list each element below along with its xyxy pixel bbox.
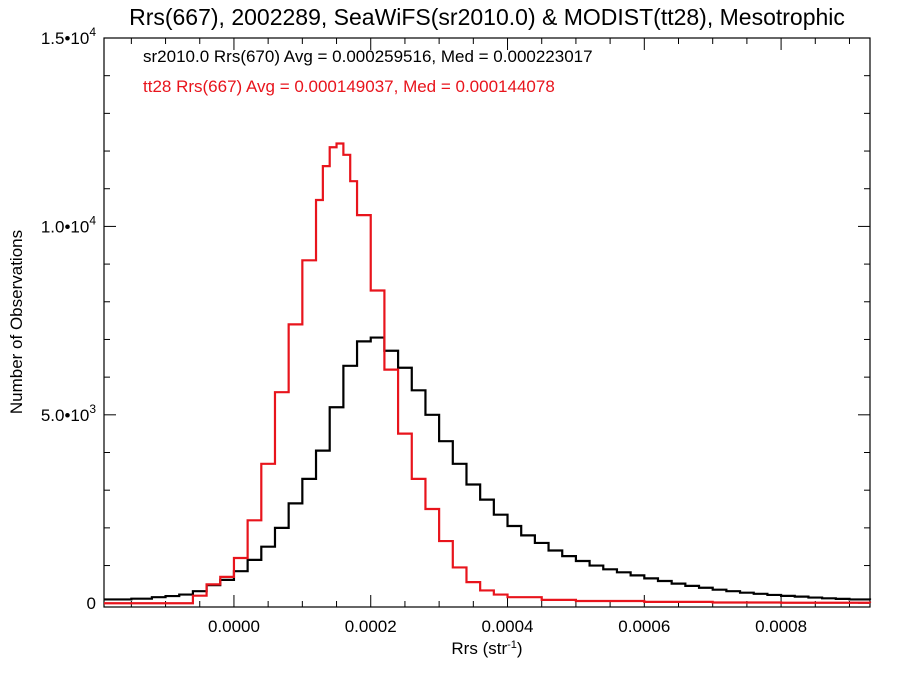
annotation-black: sr2010.0 Rrs(670) Avg = 0.000259516, Med… bbox=[143, 47, 593, 66]
x-axis-label-superscript: -1 bbox=[507, 639, 517, 651]
x-tick-label: 0.0008 bbox=[755, 617, 807, 636]
x-axis-label: Rrs (str-1) bbox=[451, 639, 522, 658]
plot-frame bbox=[103, 37, 871, 608]
x-axis-label-main: Rrs (str bbox=[451, 639, 507, 658]
series-line-red bbox=[104, 142, 872, 605]
x-tick-label: 0.0002 bbox=[345, 617, 397, 636]
x-axis-label-close: ) bbox=[517, 639, 523, 658]
y-tick-label: 1.5•104 bbox=[41, 25, 97, 48]
x-tick-label: 0.0004 bbox=[482, 617, 534, 636]
series-line-black bbox=[104, 336, 872, 601]
annotation-red: tt28 Rrs(667) Avg = 0.000149037, Med = 0… bbox=[143, 77, 555, 96]
y-tick-label: 5.0•103 bbox=[41, 402, 97, 425]
y-tick-label: 1.0•104 bbox=[41, 213, 97, 236]
chart-title: Rrs(667), 2002289, SeaWiFS(sr2010.0) & M… bbox=[129, 4, 845, 30]
x-tick-label: 0.0006 bbox=[618, 617, 670, 636]
y-tick-label: 0 bbox=[87, 594, 96, 613]
axis-ticks: 0.0000 0.0002 0.0004 0.0006 0.0008 0 5.0•103 1.… bbox=[41, 25, 870, 636]
series-layer bbox=[104, 142, 872, 605]
x-tick-label: 0.0000 bbox=[208, 617, 260, 636]
y-axis-label: Number of Observations bbox=[7, 230, 26, 414]
